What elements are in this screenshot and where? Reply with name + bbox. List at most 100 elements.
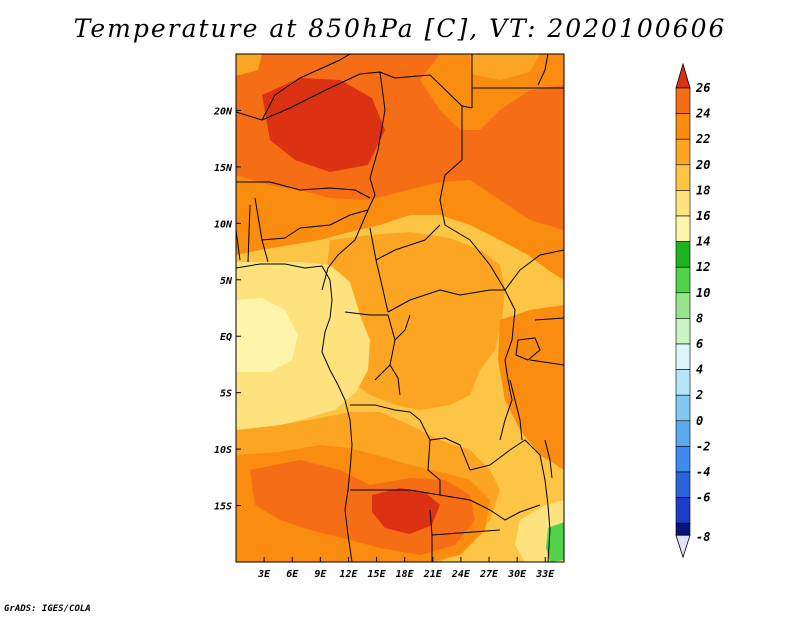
colorbar-segment [675,420,691,447]
coastline-west [236,263,353,562]
colorbar-segment [675,343,691,370]
lon-tick-label: 18E [396,569,415,580]
colorbar-label: -2 [696,439,710,453]
lon-tick-label: 3E [257,569,271,580]
colorbar-segment [675,471,691,498]
colorbar-segment [675,394,691,422]
boundary-car-north [375,224,441,261]
colorbar-label: 0 [696,414,703,428]
boundary-libya-egypt [394,74,463,160]
boundary-car-south [387,289,505,313]
lake-victoria [515,337,541,361]
colorbar-label: 14 [696,235,710,249]
boundary-west-coast-states [236,204,269,263]
lon-tick-label: 12E [339,569,358,580]
colorbar-segment [675,497,691,524]
lat-tick-label: 10N [214,219,233,230]
boundary-angola-zambia [427,439,441,495]
colorbar-label: 2 [695,388,703,402]
fill-east-22 [498,305,564,470]
temperature-field [236,54,564,562]
colorbar-label: -6 [696,491,710,505]
lat-tick-label: EQ [220,332,232,343]
colorbar-bottom-triangle [675,534,691,559]
lat-tick-label: 15S [214,502,232,513]
colorbar-segment [675,369,691,396]
colorbar-segment [675,113,691,140]
lat-tick-label: 20N [213,106,233,117]
longitude-axis: 3E 6E 9E 12E 15E 18E 21E 24E 27E 30E 33E [257,557,555,580]
boundary-gabon-congo [344,311,396,381]
boundary-namibia-botswana [429,509,501,562]
fill-south-26 [372,488,440,534]
boundary-egypt-sudan [461,54,564,109]
boundary-nigeria-cameroon [321,209,369,291]
colorbar-label: 22 [695,132,710,146]
colorbar-segment [675,292,691,319]
colorbar-segment [675,266,691,294]
boundary-zambia-east [469,439,541,471]
lon-tick-label: 33E [535,569,555,580]
colorbar-segment [675,446,691,473]
fill-south-24 [250,460,475,555]
lon-tick-label: 9E [314,569,327,580]
lat-tick-label: 15N [214,163,233,174]
lon-tick-label: 21E [423,569,443,580]
map-title: Temperature at 850hPa [C], VT: 202010060… [73,14,727,43]
boundary-mali-niger-south [236,181,371,199]
colorbar-label: 16 [696,209,710,223]
lon-tick-label: 15E [368,569,387,580]
fill-northwest-20 [236,54,262,76]
fill-central-20 [325,232,505,410]
boundary-zimbabwe [469,499,541,521]
boundary-sahara-west [236,54,351,121]
boundary-chad-sudan [439,159,506,291]
colorbar-label: 6 [696,337,703,351]
boundary-mozambique [539,454,551,562]
colorbar-segment [675,522,691,536]
country-boundaries [236,54,564,562]
colorbar-segment [675,241,691,268]
fill-coast-14 [236,298,298,372]
colorbar-label: 18 [696,183,710,197]
lat-tick-label: 5N [220,276,233,287]
boundary-eastafrica [504,249,564,366]
fill-green-12 [546,522,564,562]
lat-tick-label: 5S [220,389,232,400]
colorbar-segment [675,164,691,191]
boundary-algeria-niger [261,71,396,121]
colorbar-segment [675,138,691,166]
colorbar-label: 20 [695,158,710,172]
colorbar-label: -4 [696,465,710,479]
colorbar-segment [675,215,691,242]
colorbar-segment [675,318,691,345]
boundary-angola-drc [350,404,471,471]
fill-northeast-20 [470,54,540,80]
boundary-niger-chad [367,71,386,211]
colorbar-segment [675,87,691,114]
colorbar-label: 8 [696,311,703,325]
map-frame [235,53,565,563]
lat-tick-label: 10S [214,445,232,456]
latitude-axis: 20N 15N 10N 5N EQ 5S 10S 15S [213,106,241,513]
lake-tanganyika [509,379,523,441]
lon-tick-label: 6E [286,569,299,580]
colorbar-segment [675,190,691,217]
red-sea-coast [537,54,549,86]
lon-tick-label: 24E [451,569,471,580]
boundary-drc-east [499,289,516,441]
lon-tick-label: 30E [507,569,527,580]
lon-tick-label: 27E [479,569,499,580]
lake-malawi [544,439,553,479]
boundary-congo-drc [389,314,411,396]
boundary-namibia-angola [350,489,471,501]
fill-sahara-26 [262,78,385,172]
colorbar-top-triangle [675,62,691,89]
boundary-cameroon-car [369,227,389,313]
colorbar-label: 10 [696,286,710,300]
grads-credit: GrADS: IGES/COLA [4,604,91,614]
colorbar-label: 26 [695,81,710,95]
colorbar-label: -8 [696,530,710,544]
